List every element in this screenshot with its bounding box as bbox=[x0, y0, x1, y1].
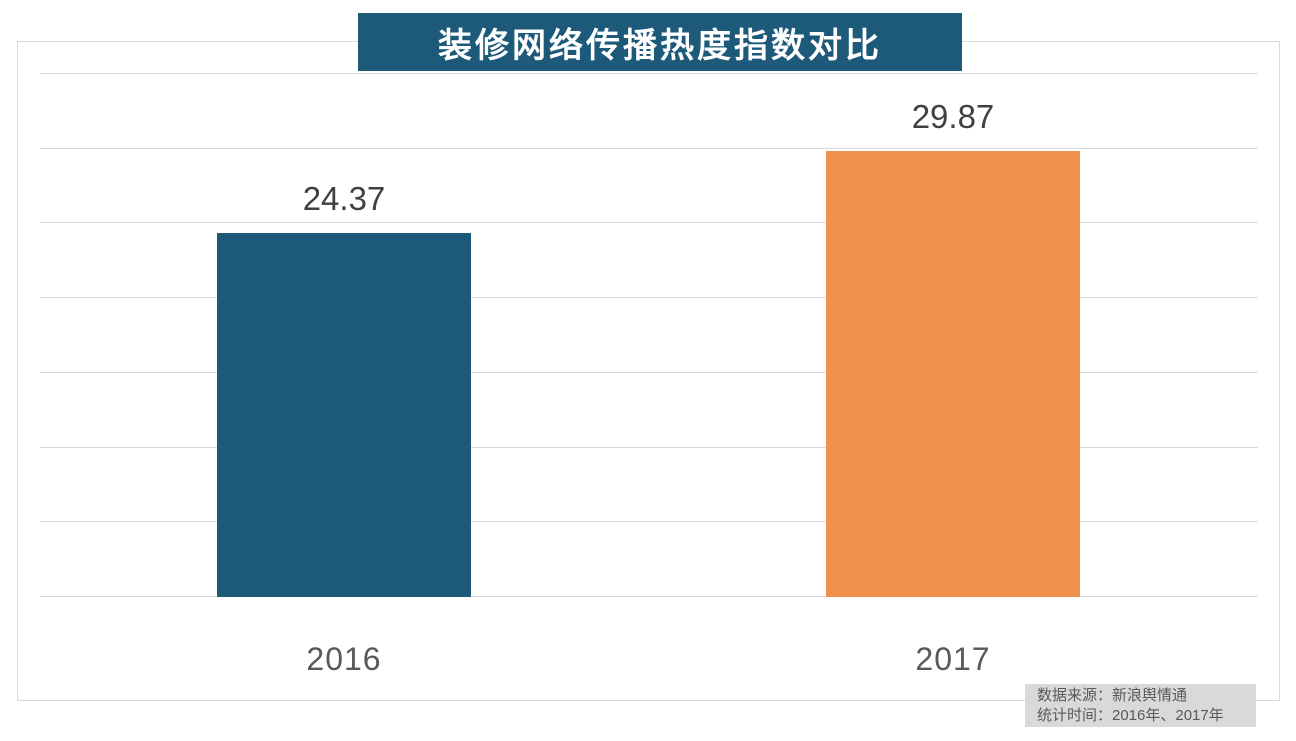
bar-column-2016: 24.37 bbox=[217, 74, 471, 597]
gridline-y5 bbox=[40, 521, 1258, 523]
gridline-y25 bbox=[40, 222, 1258, 224]
source-line-period: 统计时间：2016年、2017年 bbox=[1037, 707, 1224, 724]
value-label-2017: 29.87 bbox=[911, 98, 995, 135]
value-label-2016: 24.37 bbox=[302, 180, 386, 217]
source-line-datasource: 数据来源：新浪舆情通 bbox=[1037, 687, 1188, 704]
gridline-y20 bbox=[40, 297, 1258, 299]
x-axis-label-2017: 2017 bbox=[915, 641, 991, 677]
bar-2016 bbox=[217, 233, 471, 597]
gridline-y30 bbox=[40, 147, 1258, 149]
gridline-y35 bbox=[40, 73, 1258, 74]
bar-2017 bbox=[826, 151, 1080, 597]
chart-title-banner: 装修网络传播热度指数对比 bbox=[358, 13, 962, 71]
plot-area: 24.37 29.87 bbox=[40, 73, 1258, 597]
gridline-y10 bbox=[40, 446, 1258, 448]
bar-column-2017: 29.87 bbox=[826, 74, 1080, 597]
gridline-y0 bbox=[40, 596, 1258, 597]
source-note-box: 数据来源：新浪舆情通 统计时间：2016年、2017年 bbox=[1025, 684, 1256, 727]
gridline-y15 bbox=[40, 371, 1258, 373]
chart-title: 装修网络传播热度指数对比 bbox=[438, 26, 882, 65]
x-axis-label-2016: 2016 bbox=[306, 641, 382, 677]
